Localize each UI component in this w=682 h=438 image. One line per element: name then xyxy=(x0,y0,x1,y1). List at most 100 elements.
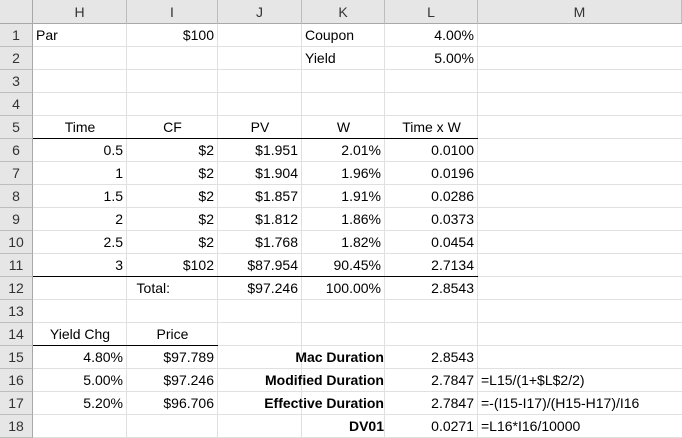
gridline-horizontal xyxy=(33,207,682,208)
sensitivity-cell[interactable]: $97.789 xyxy=(163,349,214,365)
table-cell[interactable]: 1.82% xyxy=(341,234,381,250)
coupon-label[interactable]: Coupon xyxy=(305,27,355,43)
column-header-k[interactable]: K xyxy=(302,0,385,24)
row-header-11[interactable]: 11 xyxy=(0,254,33,277)
table-cell[interactable]: $1.857 xyxy=(255,188,298,204)
duration-label[interactable]: Modified Duration xyxy=(265,372,384,388)
table-cell[interactable]: 1 xyxy=(115,165,123,181)
row-header-18[interactable]: 18 xyxy=(0,415,33,438)
par-value[interactable]: $100 xyxy=(182,27,214,43)
row-header-5[interactable]: 5 xyxy=(0,116,33,139)
table-header-cf[interactable]: CF xyxy=(163,119,182,135)
column-header-j[interactable]: J xyxy=(218,0,302,24)
row-header-17[interactable]: 17 xyxy=(0,392,33,415)
row-header-12[interactable]: 12 xyxy=(0,277,33,300)
gridline-vertical xyxy=(126,24,127,438)
table-cell[interactable]: $1.951 xyxy=(255,142,298,158)
table-cell[interactable]: $102 xyxy=(182,257,214,273)
table-header-pv[interactable]: PV xyxy=(250,119,270,135)
sensitivity-header-price[interactable]: Price xyxy=(156,326,189,342)
table-cell[interactable]: $1.904 xyxy=(255,165,298,181)
coupon-value[interactable]: 4.00% xyxy=(434,27,474,43)
table-cell[interactable]: $2 xyxy=(198,188,214,204)
row-header-8[interactable]: 8 xyxy=(0,185,33,208)
table-cell[interactable]: 0.0196 xyxy=(431,165,474,181)
table-cell[interactable]: $87.954 xyxy=(247,257,298,273)
sensitivity-cell[interactable]: 5.20% xyxy=(83,395,123,411)
duration-label[interactable]: Mac Duration xyxy=(295,349,384,365)
table-cell[interactable]: 2 xyxy=(115,211,123,227)
total-pv[interactable]: $97.246 xyxy=(247,280,298,296)
table-cell[interactable]: 0.0373 xyxy=(431,211,474,227)
sensitivity-header-border xyxy=(33,345,218,346)
table-cell[interactable]: 0.5 xyxy=(103,142,123,158)
table-header-time[interactable]: Time xyxy=(64,119,96,135)
table-cell[interactable]: 90.45% xyxy=(333,257,381,273)
table-cell[interactable]: 1.91% xyxy=(341,188,381,204)
duration-label[interactable]: DV01 xyxy=(348,418,384,434)
table-cell[interactable]: $2 xyxy=(198,165,214,181)
duration-value[interactable]: 0.0271 xyxy=(431,418,474,434)
column-header-h[interactable]: H xyxy=(33,0,127,24)
sensitivity-cell[interactable]: $96.706 xyxy=(163,395,214,411)
row-header-15[interactable]: 15 xyxy=(0,346,33,369)
table-cell[interactable]: 2.01% xyxy=(341,142,381,158)
column-header-m[interactable]: M xyxy=(478,0,682,24)
row-header-6[interactable]: 6 xyxy=(0,139,33,162)
table-cell[interactable]: 1.86% xyxy=(341,211,381,227)
yield-label[interactable]: Yield xyxy=(305,50,336,66)
par-label[interactable]: Par xyxy=(36,27,58,43)
duration-formula[interactable]: =-(I15-I17)/(H15-H17)/I16 xyxy=(481,395,640,411)
gridline-horizontal xyxy=(33,253,682,254)
table-cell[interactable]: $2 xyxy=(198,234,214,250)
yield-value[interactable]: 5.00% xyxy=(434,50,474,66)
duration-formula[interactable]: =L15/(1+$L$2/2) xyxy=(481,372,585,388)
gridline-vertical xyxy=(384,24,385,438)
column-header-l[interactable]: L xyxy=(385,0,478,24)
duration-formula[interactable]: =L16*I16/10000 xyxy=(481,418,581,434)
table-cell[interactable]: $2 xyxy=(198,142,214,158)
row-header-7[interactable]: 7 xyxy=(0,162,33,185)
duration-value[interactable]: 2.7847 xyxy=(431,372,474,388)
row-header-3[interactable]: 3 xyxy=(0,70,33,93)
duration-value[interactable]: 2.7847 xyxy=(431,395,474,411)
gridline-horizontal xyxy=(33,69,682,70)
row-header-4[interactable]: 4 xyxy=(0,93,33,116)
row-header-9[interactable]: 9 xyxy=(0,208,33,231)
column-header-i[interactable]: I xyxy=(127,0,218,24)
gridline-horizontal xyxy=(33,322,682,323)
table-cell[interactable]: 0.0454 xyxy=(431,234,474,250)
sensitivity-cell[interactable]: $97.246 xyxy=(163,372,214,388)
table-cell[interactable]: 2.7134 xyxy=(431,257,474,273)
table-cell[interactable]: 0.0286 xyxy=(431,188,474,204)
table-cell[interactable]: 3 xyxy=(115,257,123,273)
table-cell[interactable]: 0.0100 xyxy=(431,142,474,158)
table-header-time-x-w[interactable]: Time x W xyxy=(402,119,461,135)
row-header-2[interactable]: 2 xyxy=(0,47,33,70)
duration-value[interactable]: 2.8543 xyxy=(431,349,474,365)
select-all-corner[interactable] xyxy=(0,0,33,24)
row-header-1[interactable]: 1 xyxy=(0,24,33,47)
sensitivity-cell[interactable]: 4.80% xyxy=(83,349,123,365)
table-header-w[interactable]: W xyxy=(336,119,351,135)
duration-label[interactable]: Effective Duration xyxy=(264,395,384,411)
row-header-10[interactable]: 10 xyxy=(0,231,33,254)
table-cell[interactable]: 2.5 xyxy=(103,234,123,250)
gridline-horizontal xyxy=(33,414,682,415)
table-cell[interactable]: $1.812 xyxy=(255,211,298,227)
total-w[interactable]: 100.00% xyxy=(325,280,381,296)
total-time-x-w[interactable]: 2.8543 xyxy=(431,280,474,296)
table-cell[interactable]: 1.96% xyxy=(341,165,381,181)
table-cell[interactable]: $2 xyxy=(198,211,214,227)
table-cell[interactable]: 1.5 xyxy=(103,188,123,204)
sensitivity-header-yield-chg[interactable]: Yield Chg xyxy=(49,326,111,342)
row-header-13[interactable]: 13 xyxy=(0,300,33,323)
row-header-14[interactable]: 14 xyxy=(0,323,33,346)
row-header-16[interactable]: 16 xyxy=(0,369,33,392)
table-cell[interactable]: $1.768 xyxy=(255,234,298,250)
gridline-horizontal xyxy=(33,46,682,47)
total-label[interactable]: Total: xyxy=(136,280,170,296)
sensitivity-cell[interactable]: 5.00% xyxy=(83,372,123,388)
gridline-vertical xyxy=(477,24,478,438)
